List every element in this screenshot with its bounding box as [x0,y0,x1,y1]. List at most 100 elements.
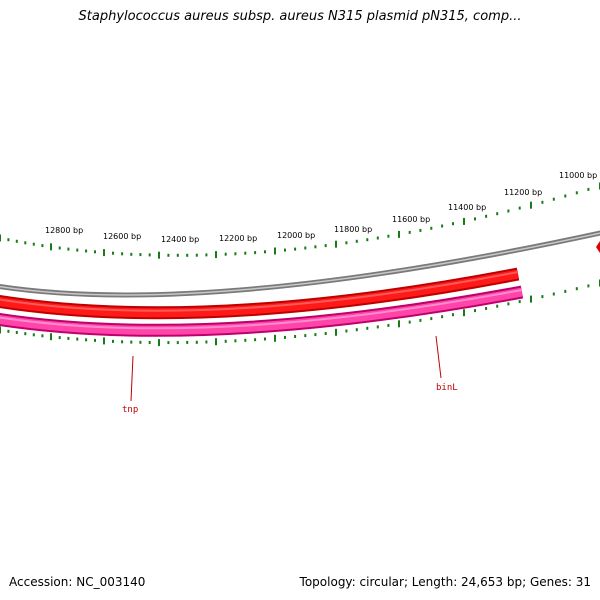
inner-minor-tick [186,340,189,344]
inner-minor-tick [366,326,369,330]
inner-major-tick [50,333,52,341]
outer-major-tick [463,217,465,225]
outer-minor-tick [430,226,433,230]
inner-minor-tick [507,302,510,306]
outer-major-tick [274,247,276,255]
inner-minor-tick [7,329,10,333]
outer-major-tick [50,243,52,251]
inner-minor-tick [552,292,555,296]
inner-minor-tick [224,339,227,343]
scale-label-11000: 11000 bp [559,171,597,180]
outer-minor-tick [541,200,544,204]
inner-minor-tick [564,289,567,293]
outer-minor-tick [366,238,369,242]
inner-major-tick [274,334,276,342]
reverse-gene-track-shine [0,289,523,330]
accession-label: Accession: NC_003140 [9,575,146,589]
scale-label-12000: 12000 bp [277,231,315,240]
inner-minor-tick [430,317,433,321]
scale-label-12600: 12600 bp [103,232,141,241]
inner-minor-tick [121,340,124,344]
outer-minor-tick [587,187,590,191]
gene-label-binL[interactable]: binL [436,383,458,393]
gene-label-tnp[interactable]: tnp [122,405,138,415]
inner-minor-tick [485,307,488,310]
scale-label-11800: 11800 bp [334,225,372,234]
backbone-ring-highlight [0,232,600,296]
inner-minor-tick [76,337,79,341]
outer-minor-tick [376,236,379,240]
inner-minor-tick [32,333,35,337]
outer-minor-tick [441,224,444,228]
inner-major-tick [335,328,337,336]
inner-minor-tick [85,338,88,342]
scale-label-11400: 11400 bp [448,203,486,212]
outer-minor-tick [387,234,390,238]
inner-major-tick [103,337,105,345]
outer-minor-tick [419,228,422,232]
outer-major-tick [158,251,160,259]
inner-minor-tick [94,338,96,342]
inner-major-tick [215,338,217,346]
gene-leader-tnp [130,355,134,402]
scale-label-11600: 11600 bp [392,215,430,224]
inner-minor-tick [387,323,390,327]
inner-minor-tick [264,337,266,341]
outer-minor-tick [76,248,79,252]
inner-minor-tick [452,313,454,317]
outer-minor-tick [205,253,208,257]
outer-major-tick [103,249,105,257]
outer-minor-tick [224,252,227,256]
forward-gene-arrow-right[interactable] [596,241,600,253]
outer-minor-tick [130,252,133,256]
outer-minor-tick [195,253,198,257]
scale-label-11200: 11200 bp [504,188,542,197]
inner-minor-tick [441,315,444,319]
outer-minor-tick [345,241,348,245]
outer-minor-tick [552,197,555,201]
inner-minor-tick [419,318,422,322]
outer-minor-tick [254,251,257,255]
inner-minor-tick [518,300,521,304]
outer-minor-tick [15,239,18,243]
inner-minor-tick [67,336,70,340]
inner-minor-tick [575,287,578,291]
inner-minor-tick [167,341,170,345]
outer-minor-tick [324,244,327,248]
scale-label-12400: 12400 bp [161,235,199,244]
inner-minor-tick [408,320,411,324]
outer-minor-tick [564,194,567,198]
outer-minor-tick [575,191,578,195]
inner-minor-tick [234,339,237,343]
inner-major-tick [158,339,160,347]
map-title: Staphylococcus aureus subsp. aureus N315… [78,9,522,24]
topology-length-genes-label: Topology: circular; Length: 24,653 bp; G… [299,575,591,589]
inner-minor-tick [15,331,18,334]
outer-minor-tick [112,251,114,255]
inner-major-tick [0,326,1,334]
outer-major-tick [530,201,532,209]
outer-minor-tick [139,253,142,257]
outer-major-tick [215,251,217,259]
inner-minor-tick [541,295,544,299]
outer-major-tick [335,240,337,248]
outer-minor-tick [474,217,476,221]
inner-minor-tick [587,284,590,288]
outer-minor-tick [496,212,499,216]
outer-minor-tick [294,247,297,251]
outer-minor-tick [186,253,189,257]
inner-minor-tick [314,333,317,337]
outer-minor-tick [518,206,521,210]
inner-minor-tick [284,335,286,339]
inner-minor-tick [244,338,247,342]
inner-minor-tick [148,341,151,344]
outer-minor-tick [244,251,247,255]
scale-labels: 11000 bp 11200 bp 11400 bp 11600 bp 1180… [45,171,597,244]
inner-minor-tick [496,304,499,308]
outer-minor-tick [176,253,179,257]
inner-minor-tick [324,332,327,335]
inner-minor-tick [345,329,348,333]
outer-minor-tick [304,246,307,250]
outer-minor-tick [167,253,170,257]
outer-minor-tick [121,252,124,256]
